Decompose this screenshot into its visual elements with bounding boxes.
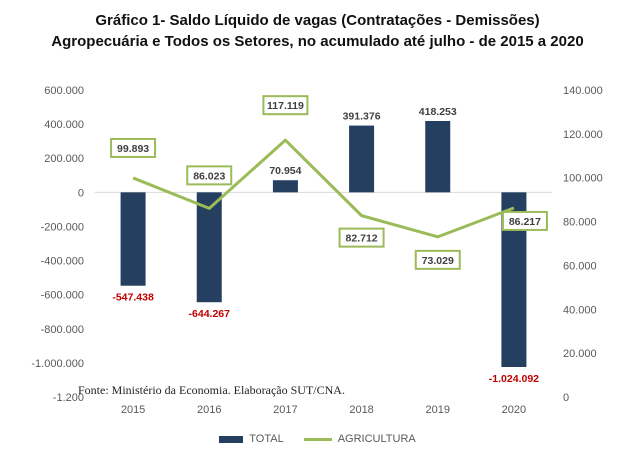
line-data-label: 86.217 [509, 216, 541, 228]
legend-swatch-total [219, 435, 244, 443]
y-right-tick-label: 20.000 [563, 348, 597, 360]
line-data-label: 82.712 [346, 233, 378, 245]
y-left-tick-label: 400.000 [44, 119, 84, 131]
x-tick-label: 2018 [349, 404, 373, 416]
bar-data-label: -547.438 [112, 292, 154, 304]
bar-total [120, 192, 146, 286]
y-right-tick-label: 40.000 [563, 304, 597, 316]
y-right-tick-label: 80.000 [563, 217, 597, 229]
y-right-tick-label: 140.000 [563, 85, 603, 97]
bar-data-label: -644.267 [189, 308, 231, 320]
line-data-label: 86.023 [193, 170, 225, 182]
y-left-tick-label: -400.000 [41, 256, 84, 268]
y-right-tick-label: 0 [563, 392, 569, 404]
chart-title-line2: Agropecuária e Todos os Setores, no acum… [51, 33, 584, 50]
bar-total [272, 180, 298, 193]
line-data-label-box [186, 165, 233, 186]
legend-item-total: TOTAL [219, 433, 284, 445]
y-left-tick-label: 0 [78, 187, 84, 199]
legend-item-agricultura: AGRICULTURA [303, 433, 416, 445]
line-data-label-box [414, 249, 461, 270]
line-data-label-box [262, 95, 309, 116]
y-left-tick-label: 200.000 [44, 153, 84, 165]
bar-data-label: 70.954 [269, 165, 301, 177]
y-left-tick-label: -1.000.000 [31, 358, 84, 370]
bar-data-label: 418.253 [419, 106, 457, 118]
x-tick-label: 2017 [273, 404, 297, 416]
bar-total [196, 192, 222, 303]
x-tick-label: 2020 [502, 404, 526, 416]
line-data-label-box [338, 227, 385, 248]
bar-total [425, 120, 451, 193]
y-left-tick-label: -1.200 [53, 392, 84, 404]
line-data-label: 99.893 [117, 143, 149, 155]
y-left-tick-label: -600.000 [41, 290, 84, 302]
y-left-tick-label: -200.000 [41, 221, 84, 233]
legend-label-agricultura: AGRICULTURA [337, 433, 416, 445]
line-data-label-box [501, 210, 548, 231]
line-agricultura [132, 138, 515, 239]
legend-label-total: TOTAL [249, 433, 284, 445]
x-tick-label: 2015 [121, 404, 145, 416]
y-right-tick-label: 120.000 [563, 129, 603, 141]
chart-title-line1: Gráfico 1- Saldo Líquido de vagas (Contr… [95, 12, 540, 29]
x-tick-label: 2016 [197, 404, 221, 416]
x-tick-label: 2019 [426, 404, 450, 416]
source-note: Fonte: Ministério da Economia. Elaboraçã… [78, 383, 345, 397]
bar-data-label: 391.376 [343, 111, 381, 123]
bar-data-label: -1.024.092 [489, 373, 539, 385]
line-data-label: 73.029 [422, 255, 454, 267]
line-data-label: 117.119 [267, 100, 304, 112]
bar-total [349, 125, 375, 193]
y-left-tick-label: -800.000 [41, 324, 84, 336]
legend-swatch-agricultura [303, 437, 332, 441]
y-right-tick-label: 100.000 [563, 173, 603, 185]
y-right-tick-label: 60.000 [563, 260, 597, 272]
line-data-label-box [110, 137, 157, 158]
chart-legend: TOTAL AGRICULTURA [0, 433, 635, 445]
y-left-tick-label: 600.000 [44, 85, 84, 97]
